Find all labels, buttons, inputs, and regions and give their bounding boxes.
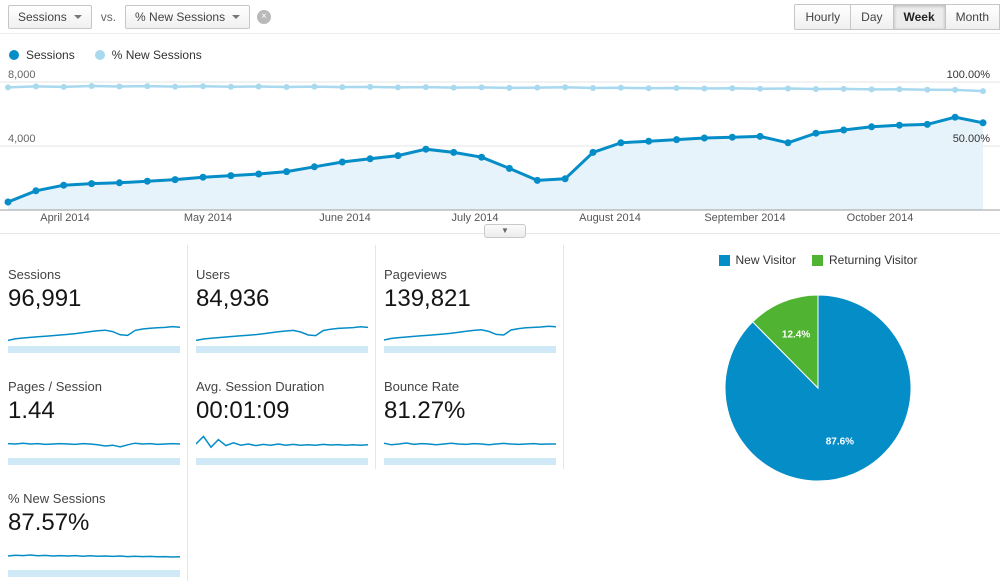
metric-label: Sessions [8, 267, 61, 282]
metric-b-label: % New Sessions [135, 9, 226, 24]
granularity-hourly-button[interactable]: Hourly [794, 4, 852, 30]
metric-scorecards: Sessions 96,991 Users 84,936 Pageviews 1… [0, 245, 572, 581]
pages-per-session-sparkline [8, 442, 180, 465]
pie-slice-label: 12.4% [782, 330, 810, 341]
toolbar: Sessions vs. % New Sessions × Hourly Day… [0, 0, 1000, 34]
pie-legend-label: New Visitor [735, 253, 796, 267]
timeline-chart [0, 81, 1000, 211]
returning-visitor-swatch-icon [811, 254, 823, 266]
bounce-rate-sparkline [384, 442, 556, 465]
metric-label: Avg. Session Duration [196, 379, 325, 394]
metric-card-bounce-rate: Bounce Rate 81.27% [376, 357, 564, 469]
granularity-month-button[interactable]: Month [945, 4, 1000, 30]
legend-new-sessions-label: % New Sessions [111, 48, 202, 62]
new-sessions-line [7, 84, 984, 93]
metric-value: 96,991 [8, 285, 82, 312]
users-sparkline [196, 326, 368, 353]
legend-item-new-sessions: % New Sessions [94, 48, 202, 62]
metric-value: 87.57% [8, 509, 90, 536]
metric-b-dropdown[interactable]: % New Sessions [125, 4, 251, 29]
new-sessions-dot-icon [94, 50, 105, 60]
metric-label: Pages / Session [8, 379, 102, 394]
new-sessions-sparkline [8, 554, 180, 577]
legend-sessions-label: Sessions [26, 48, 75, 62]
visitor-type-pie-chart: 87.6% 12.4% [724, 294, 912, 482]
sessions-sparkline [8, 325, 180, 353]
metric-card-pageviews: Pageviews 139,821 [376, 245, 564, 357]
granularity-button-group: Hourly Day Week Month [794, 4, 1000, 30]
right-axis-tick-50: 50.00% [952, 133, 990, 145]
metric-value: 84,936 [196, 285, 270, 312]
granularity-day-button[interactable]: Day [851, 4, 894, 30]
metric-value: 139,821 [384, 285, 471, 312]
pie-legend-new-visitor: New Visitor [718, 253, 796, 267]
chevron-down-icon [73, 14, 82, 19]
granularity-week-button[interactable]: Week [893, 4, 946, 30]
metric-card-sessions: Sessions 96,991 [0, 245, 188, 357]
metric-a-dropdown[interactable]: Sessions [8, 4, 92, 29]
metric-card-new-sessions: % New Sessions 87.57% [0, 469, 188, 581]
pie-slice-label: 87.6% [826, 436, 854, 447]
metric-value: 1.44 [8, 397, 55, 424]
chart-legend: Sessions % New Sessions [9, 48, 202, 62]
pageviews-sparkline [384, 325, 556, 353]
metric-label: Bounce Rate [384, 379, 460, 394]
metric-a-label: Sessions [18, 9, 67, 24]
metric-value: 00:01:09 [196, 397, 290, 424]
pie-legend-returning-visitor: Returning Visitor [811, 253, 918, 267]
visitor-type-panel: New Visitor Returning Visitor 87.6% 12.4% [663, 245, 973, 493]
avg-session-duration-sparkline [196, 435, 368, 465]
collapse-graph-handle[interactable]: ▼ [484, 224, 526, 238]
legend-item-sessions: Sessions [9, 48, 75, 62]
new-visitor-swatch-icon [718, 254, 730, 266]
remove-metric-icon[interactable]: × [257, 9, 272, 24]
vs-label: vs. [100, 9, 117, 24]
metric-card-pages-per-session: Pages / Session 1.44 [0, 357, 188, 469]
sessions-line [7, 115, 984, 204]
right-axis-tick-100: 100.00% [946, 69, 990, 81]
chevron-down-icon [232, 14, 241, 19]
metric-card-avg-session-duration: Avg. Session Duration 00:01:09 [188, 357, 376, 469]
pie-legend: New Visitor Returning Visitor [663, 253, 973, 267]
left-axis-tick-8000: 8,000 [8, 69, 36, 81]
pie-legend-label: Returning Visitor [828, 253, 918, 267]
metric-label: % New Sessions [8, 491, 106, 506]
pie-slice [751, 294, 819, 390]
left-axis-tick-4000: 4,000 [8, 133, 36, 145]
sessions-dot-icon [9, 50, 19, 60]
metric-card-users: Users 84,936 [188, 245, 376, 357]
metric-value: 81.27% [384, 397, 466, 424]
metric-label: Pageviews [384, 267, 447, 282]
metric-label: Users [196, 267, 230, 282]
